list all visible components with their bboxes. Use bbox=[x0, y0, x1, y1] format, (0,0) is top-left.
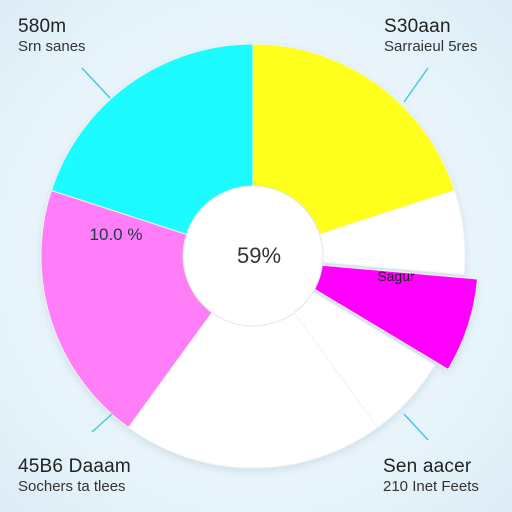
center-hole bbox=[182, 185, 324, 327]
pie-slice-6 bbox=[50, 43, 254, 257]
leader-top-right bbox=[403, 67, 429, 103]
annotation-top-left-subtitle: Srn sanes bbox=[18, 37, 86, 55]
annotation-bottom-left-title: 45B6 Daaam bbox=[18, 456, 131, 477]
center-label: 59% bbox=[237, 243, 281, 268]
leader-bottom-right bbox=[403, 413, 429, 441]
annotation-top-right-subtitle: Sarraieul 5res bbox=[384, 37, 478, 55]
annotation-bottom-right: Sen aacer 210 Inet Feets bbox=[383, 456, 479, 496]
annotation-top-right-title: S30aan bbox=[384, 16, 451, 37]
pie-slice-0 bbox=[252, 43, 456, 257]
pie-slice-2 bbox=[266, 259, 479, 371]
leader-bottom-left bbox=[91, 413, 113, 433]
annotation-top-right: S30aan Sarraieul 5res bbox=[384, 16, 477, 56]
pie-slice-4 bbox=[127, 255, 379, 469]
annotation-bottom-right-title: Sen aacer bbox=[383, 456, 472, 477]
annotation-bottom-right-subtitle: 210 Inet Feets bbox=[383, 477, 479, 495]
annotation-bottom-left-subtitle: Sochers ta tlees bbox=[18, 477, 126, 495]
leader-top-left bbox=[81, 67, 111, 99]
annotation-bottom-left: 45B6 Daaam Sochers ta tlees bbox=[18, 456, 131, 496]
annotation-top-left-title: 580m bbox=[18, 16, 67, 37]
slice-label-cyan: 10.0 % bbox=[90, 225, 143, 244]
annotation-top-left: 580m Srn sanes bbox=[18, 16, 86, 56]
slice-label-magenta: Sagur bbox=[377, 268, 415, 284]
